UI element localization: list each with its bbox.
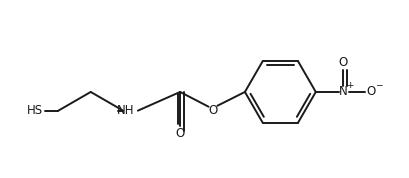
- Text: −: −: [374, 81, 382, 90]
- Text: NH: NH: [117, 104, 135, 117]
- Text: O: O: [175, 127, 184, 140]
- Text: +: +: [346, 81, 353, 90]
- Text: O: O: [338, 56, 347, 69]
- Text: HS: HS: [27, 104, 43, 117]
- Text: O: O: [365, 85, 375, 98]
- Text: O: O: [207, 104, 217, 117]
- Text: N: N: [338, 85, 347, 98]
